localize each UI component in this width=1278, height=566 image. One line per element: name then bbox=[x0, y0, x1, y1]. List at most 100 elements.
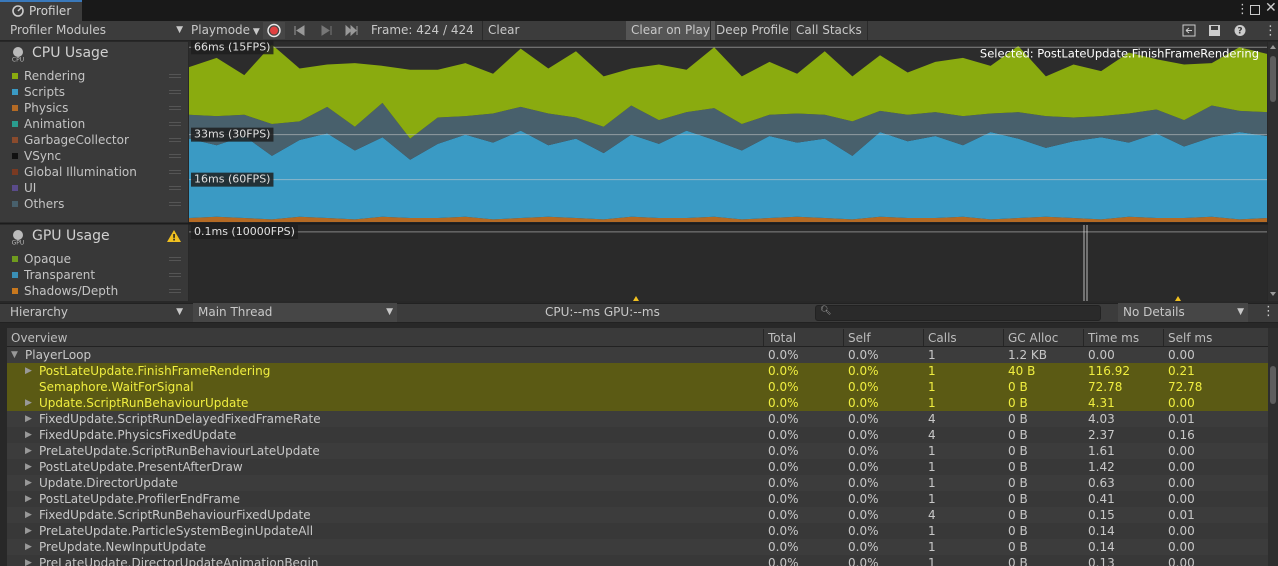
legend-label[interactable]: Animation bbox=[24, 117, 86, 131]
cell: 0 B bbox=[1008, 524, 1028, 538]
table-row[interactable] bbox=[7, 443, 1268, 459]
column-header[interactable]: Overview bbox=[11, 331, 68, 345]
legend-label[interactable]: Rendering bbox=[24, 69, 86, 83]
legend-label[interactable]: Others bbox=[24, 197, 65, 211]
row-name: Update.DirectorUpdate bbox=[39, 476, 178, 490]
legend-label[interactable]: Transparent bbox=[24, 268, 96, 282]
expand-arrow: ▶ bbox=[25, 510, 32, 520]
cell: 1 bbox=[928, 476, 936, 490]
column-separator bbox=[843, 329, 844, 346]
cell: 72.78 bbox=[1088, 380, 1123, 394]
load-button[interactable] bbox=[1182, 24, 1196, 37]
thread-dropdown[interactable]: Main Thread ▼ bbox=[193, 303, 397, 322]
legend-label[interactable]: Physics bbox=[24, 101, 69, 115]
cpu-module-panel[interactable] bbox=[0, 42, 188, 223]
table-row[interactable] bbox=[7, 427, 1268, 443]
table-row[interactable] bbox=[7, 363, 1268, 379]
cell: 0.0% bbox=[848, 492, 879, 506]
table-row[interactable] bbox=[7, 347, 1268, 363]
details-dropdown[interactable]: No Details ▼ bbox=[1118, 303, 1248, 322]
cell: 0.0% bbox=[768, 428, 799, 442]
table-row[interactable] bbox=[7, 491, 1268, 507]
table-row[interactable] bbox=[7, 507, 1268, 523]
cell: 1 bbox=[928, 540, 936, 554]
gpu-chart-area[interactable] bbox=[189, 225, 1267, 301]
view-dropdown[interactable]: Hierarchy ▼ bbox=[10, 305, 183, 319]
details-menu[interactable]: ⋮ bbox=[1262, 304, 1275, 319]
expand-arrow: ▶ bbox=[25, 398, 32, 408]
table-row[interactable] bbox=[7, 523, 1268, 539]
legend-label[interactable]: Global Illumination bbox=[24, 165, 137, 179]
next-frame-button[interactable] bbox=[321, 25, 332, 36]
svg-text:CPU: CPU bbox=[12, 57, 24, 64]
row-name: Update.ScriptRunBehaviourUpdate bbox=[39, 396, 249, 410]
cell: 0.0% bbox=[768, 556, 799, 566]
cpu-icon: CPU bbox=[12, 47, 24, 64]
gpu-module-panel[interactable] bbox=[0, 224, 188, 301]
cell: 0.00 bbox=[1168, 476, 1195, 490]
table-row[interactable] bbox=[7, 459, 1268, 475]
legend-label[interactable]: Opaque bbox=[24, 252, 72, 266]
legend-label[interactable]: Scripts bbox=[24, 85, 66, 99]
scrollbar-thumb[interactable] bbox=[1270, 56, 1276, 102]
help-button[interactable] bbox=[1234, 25, 1246, 36]
deep-profile-toggle[interactable]: Deep Profile bbox=[710, 21, 794, 40]
save-button[interactable] bbox=[1209, 25, 1220, 36]
column-header[interactable]: Total bbox=[768, 331, 797, 345]
close-button[interactable]: ✕ bbox=[1265, 0, 1277, 16]
expand-arrow: ▶ bbox=[25, 542, 32, 552]
module-scrollbar[interactable] bbox=[1268, 42, 1278, 301]
prev-frame-button[interactable] bbox=[294, 25, 305, 36]
profiler-modules-dropdown[interactable]: Profiler Modules ▼ bbox=[5, 21, 187, 40]
row-name: PlayerLoop bbox=[25, 348, 92, 362]
table-row[interactable] bbox=[7, 411, 1268, 427]
cell: 0.00 bbox=[1168, 444, 1195, 458]
legend-label[interactable]: VSync bbox=[24, 149, 62, 163]
row-name: PreLateUpdate.DirectorUpdateAnimationBeg… bbox=[39, 556, 319, 566]
grid-label-bg bbox=[191, 224, 298, 239]
call-stacks-toggle[interactable]: Call Stacks bbox=[790, 21, 868, 40]
cell: 0.0% bbox=[848, 348, 879, 362]
menu-dots[interactable]: ⋮ bbox=[1236, 2, 1249, 17]
options-menu[interactable]: ⋮ bbox=[1264, 24, 1277, 39]
dropdown-label: Main Thread bbox=[198, 305, 273, 319]
column-separator bbox=[1003, 329, 1004, 346]
column-header[interactable]: Time ms bbox=[1088, 331, 1140, 345]
legend-label[interactable]: Shadows/Depth bbox=[24, 284, 119, 298]
search-field[interactable]: 🔍︎ bbox=[815, 305, 1101, 321]
cpu-area bbox=[189, 130, 1267, 220]
table-row[interactable] bbox=[7, 555, 1268, 566]
table-row[interactable] bbox=[7, 379, 1268, 395]
gpu-warning-icon: ! bbox=[167, 230, 181, 243]
column-header[interactable]: GC Alloc bbox=[1008, 331, 1059, 345]
cpu-stack bbox=[189, 44, 1267, 222]
cell: 1.42 bbox=[1088, 460, 1115, 474]
playmode-dropdown[interactable]: Playmode ▼ bbox=[191, 23, 260, 37]
frame-counter: Frame: 424 / 424 bbox=[371, 23, 474, 37]
column-header[interactable]: Calls bbox=[928, 331, 957, 345]
legend-label[interactable]: UI bbox=[24, 181, 37, 195]
table-row[interactable] bbox=[7, 395, 1268, 411]
table-row[interactable] bbox=[7, 475, 1268, 491]
cell: 0 B bbox=[1008, 540, 1028, 554]
row-name: Semaphore.WaitForSignal bbox=[39, 380, 194, 394]
column-header[interactable]: Self ms bbox=[1168, 331, 1213, 345]
clear-button[interactable]: Clear bbox=[482, 21, 524, 40]
cell: 0.0% bbox=[768, 492, 799, 506]
cell: 0.0% bbox=[848, 524, 879, 538]
dropdown-label: Playmode bbox=[191, 23, 251, 37]
table-scrollbar[interactable] bbox=[1268, 328, 1278, 566]
legend-label[interactable]: GarbageCollector bbox=[24, 133, 129, 147]
column-header[interactable]: Self bbox=[848, 331, 871, 345]
table-row[interactable] bbox=[7, 539, 1268, 555]
cell: 0.15 bbox=[1088, 508, 1115, 522]
maximize-button[interactable] bbox=[1250, 5, 1260, 15]
cell: 1.61 bbox=[1088, 444, 1115, 458]
clear-on-play-toggle[interactable]: Clear on Play bbox=[626, 21, 715, 40]
cpu-area bbox=[189, 44, 1267, 139]
expand-arrow: ▶ bbox=[25, 478, 32, 488]
cell: 1 bbox=[928, 460, 936, 474]
legend-handle bbox=[169, 186, 181, 190]
cell: 1 bbox=[928, 364, 936, 378]
current-frame-button[interactable] bbox=[345, 24, 358, 37]
